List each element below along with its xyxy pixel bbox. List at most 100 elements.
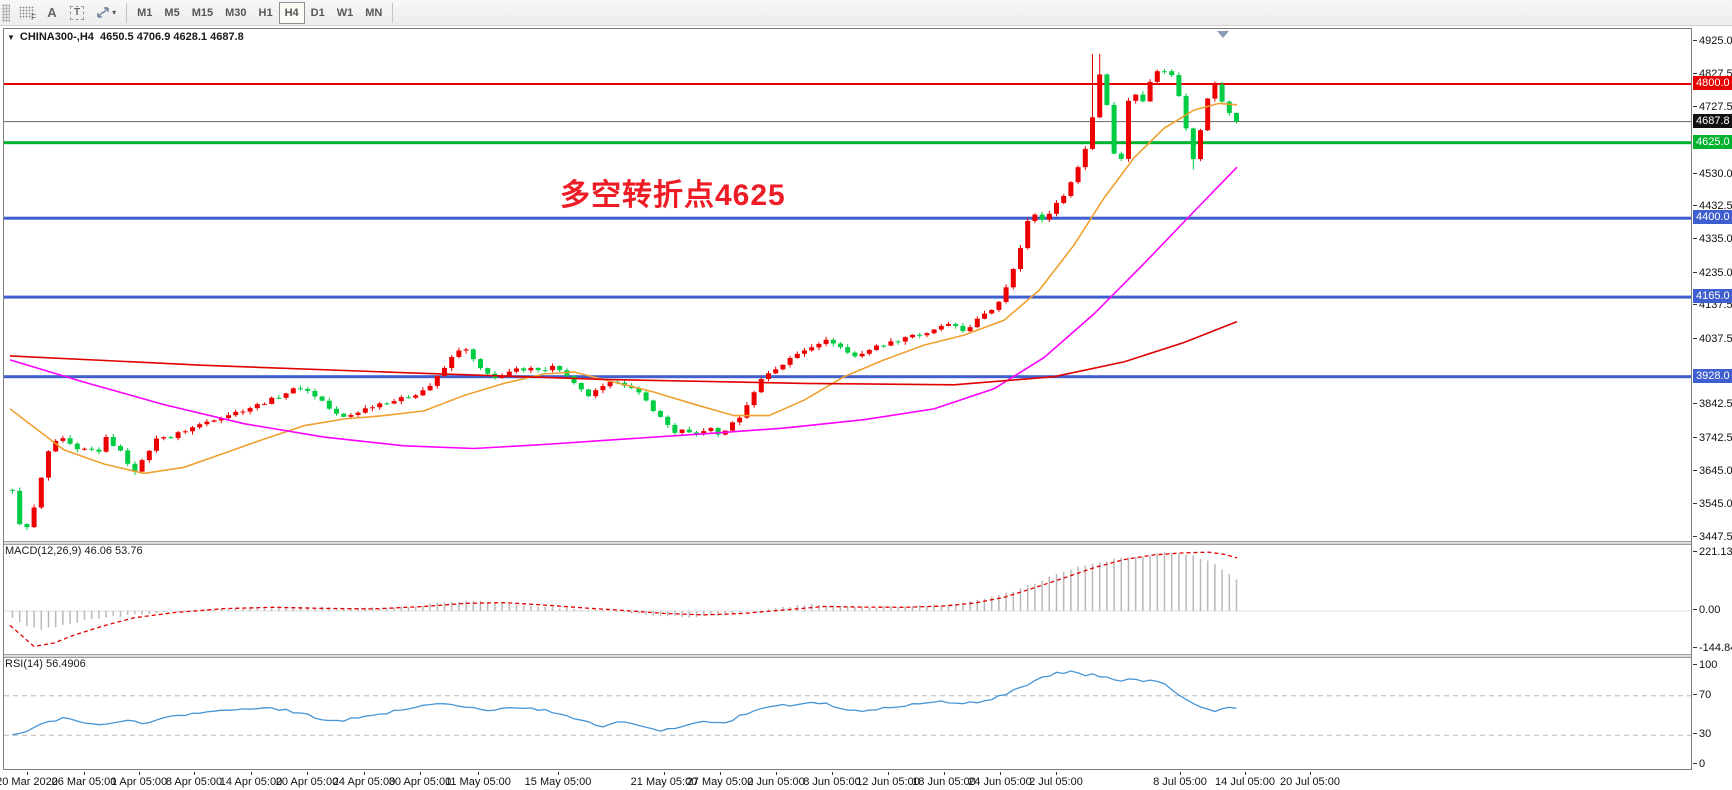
candle-wicks-down bbox=[12, 68, 1237, 531]
letter-a-icon: A bbox=[47, 5, 57, 20]
time-tick bbox=[139, 772, 140, 775]
macd-histogram bbox=[11, 552, 1238, 630]
price-badge-4625.0[interactable]: 4625.0 bbox=[1693, 134, 1732, 149]
time-tick bbox=[1310, 772, 1311, 775]
price-badge-4800.0[interactable]: 4800.0 bbox=[1693, 75, 1732, 90]
rsi-tick-100: 100 bbox=[1692, 659, 1718, 671]
time-tick bbox=[420, 772, 421, 775]
time-tick bbox=[27, 772, 28, 775]
toolbar-separator bbox=[392, 2, 394, 23]
price-badge-3928.0[interactable]: 3928.0 bbox=[1693, 368, 1732, 383]
timeframe-button-m15[interactable]: M15 bbox=[186, 2, 219, 24]
macd-panel[interactable] bbox=[4, 545, 1691, 654]
time-tick bbox=[1180, 772, 1181, 775]
ma-slow-red bbox=[9, 320, 1238, 386]
rsi-panel[interactable] bbox=[4, 658, 1691, 769]
text-t-icon: T bbox=[70, 5, 85, 20]
timeframe-button-m5[interactable]: M5 bbox=[158, 2, 185, 24]
price-tick-4037.5: 4037.5 bbox=[1693, 332, 1732, 345]
price-tick-4530: 4530.0 bbox=[1693, 167, 1732, 180]
time-label: 2 Jun 05:00 bbox=[747, 776, 805, 788]
arrows-tool-button[interactable]: ▾ bbox=[90, 2, 122, 24]
chart-annotation-text[interactable]: 多空转折点4625 bbox=[560, 179, 786, 212]
timeframe-button-h4[interactable]: H4 bbox=[278, 1, 305, 24]
price-tick-4727.5: 4727.5 bbox=[1693, 101, 1732, 114]
rsi-label: RSI(14) 56.4906 bbox=[5, 658, 86, 670]
price-badge-4400.0[interactable]: 4400.0 bbox=[1693, 210, 1732, 225]
time-label: 21 May 05:00 bbox=[630, 776, 698, 788]
panel-splitter[interactable] bbox=[4, 654, 1691, 658]
text-label-button[interactable]: T bbox=[64, 2, 90, 24]
price-badge-4165.0[interactable]: 4165.0 bbox=[1693, 289, 1732, 304]
main-price-panel[interactable] bbox=[4, 29, 1691, 541]
toolbar-separator bbox=[126, 2, 128, 23]
time-label: 8 Jul 05:00 bbox=[1153, 776, 1207, 788]
rsi-canvas[interactable] bbox=[4, 658, 1691, 769]
time-axis[interactable]: 20 Mar 2020 26 Mar 05:00 1 Apr 05:00 8 Apr … bbox=[0, 772, 1693, 790]
ma-fast-orange bbox=[9, 102, 1238, 475]
price-tick-3742.5: 3742.5 bbox=[1693, 431, 1732, 444]
rsi-tick-30: 30 bbox=[1692, 728, 1712, 741]
rsi-line bbox=[12, 670, 1237, 736]
price-tick-4925: 4925.0 bbox=[1693, 35, 1732, 47]
time-tick bbox=[558, 772, 559, 775]
time-tick bbox=[194, 772, 195, 775]
time-label: 20 Mar 2020 bbox=[0, 776, 58, 788]
time-label: 1 Apr 05:00 bbox=[110, 776, 168, 788]
price-badge-4687.8[interactable]: 4687.8 bbox=[1693, 113, 1732, 128]
toolbar-drag-handle[interactable] bbox=[2, 3, 10, 22]
time-label: 30 Apr 05:00 bbox=[388, 776, 452, 788]
time-tick bbox=[720, 772, 721, 775]
diagonal-arrows-icon bbox=[97, 7, 109, 18]
time-tick bbox=[888, 772, 889, 775]
main-chart-canvas[interactable] bbox=[4, 29, 1691, 541]
time-label: 20 Apr 05:00 bbox=[275, 776, 339, 788]
time-label: 12 Jun 05:00 bbox=[856, 776, 920, 788]
candles-up bbox=[31, 71, 1218, 528]
rsi-tick-70: 70 bbox=[1692, 688, 1712, 701]
hline-4800.0 bbox=[4, 83, 1691, 85]
timeframe-button-h1[interactable]: H1 bbox=[253, 2, 279, 24]
time-tick bbox=[776, 772, 777, 775]
timeframe-button-w1[interactable]: W1 bbox=[331, 2, 360, 24]
panel-splitter[interactable] bbox=[4, 541, 1691, 545]
timeframe-button-d1[interactable]: D1 bbox=[305, 2, 331, 24]
time-label: 8 Jun 05:00 bbox=[803, 776, 861, 788]
time-label: 24 Jun 05:00 bbox=[968, 776, 1032, 788]
chart-title-text: CHINA300-,H4 4650.5 4706.9 4628.1 4687.8 bbox=[19, 31, 244, 43]
grid-settings-button[interactable]: F bbox=[13, 2, 40, 24]
macd-label: MACD(12,26,9) 46.06 53.76 bbox=[5, 545, 143, 557]
time-label: 24 Apr 05:00 bbox=[332, 776, 396, 788]
time-label: 20 Jul 05:00 bbox=[1280, 776, 1340, 788]
timeframe-button-m30[interactable]: M30 bbox=[219, 2, 252, 24]
symbol-dropdown-icon[interactable]: ▼ bbox=[7, 33, 15, 42]
price-scale[interactable]: 4925.0 4827.5 4727.5 4530.0 4432.5 4335.0 4235… bbox=[1692, 26, 1732, 774]
chart-title[interactable]: ▼ CHINA300-,H4 4650.5 4706.9 4628.1 4687.… bbox=[7, 31, 244, 43]
time-label: 2 Jul 05:00 bbox=[1029, 776, 1083, 788]
price-tick-3545: 3545.0 bbox=[1693, 498, 1732, 511]
hline-4165.0 bbox=[4, 295, 1691, 299]
timeframe-button-mn[interactable]: MN bbox=[359, 2, 388, 24]
chart-shift-marker-icon[interactable] bbox=[1217, 31, 1229, 38]
macd-tick--144.84: -144.84 bbox=[1692, 642, 1732, 654]
time-tick bbox=[1245, 772, 1246, 775]
grid-f-icon: F bbox=[19, 6, 36, 22]
macd-tick-221.13: 221.13 bbox=[1693, 546, 1732, 558]
macd-tick-0: 0.00 bbox=[1692, 604, 1721, 616]
time-label: 11 May 05:00 bbox=[445, 776, 511, 788]
timeframe-button-m1[interactable]: M1 bbox=[131, 2, 158, 24]
timeframe-bar: M1 M5 M15 M30 H1 H4 D1 W1 MN bbox=[131, 1, 388, 24]
time-label: 27 May 05:00 bbox=[686, 776, 754, 788]
time-tick bbox=[251, 772, 252, 775]
candles-down bbox=[10, 71, 1239, 528]
time-tick bbox=[832, 772, 833, 775]
macd-canvas[interactable] bbox=[4, 545, 1691, 654]
plot-frame bbox=[3, 28, 1692, 770]
time-label: 15 May 05:00 bbox=[524, 776, 592, 788]
hline-3928.0 bbox=[4, 375, 1691, 379]
price-tick-4335: 4335.0 bbox=[1693, 233, 1732, 246]
time-label: 14 Jul 05:00 bbox=[1215, 776, 1275, 788]
font-button[interactable]: A bbox=[40, 2, 64, 24]
macd-signal-line bbox=[9, 551, 1238, 648]
